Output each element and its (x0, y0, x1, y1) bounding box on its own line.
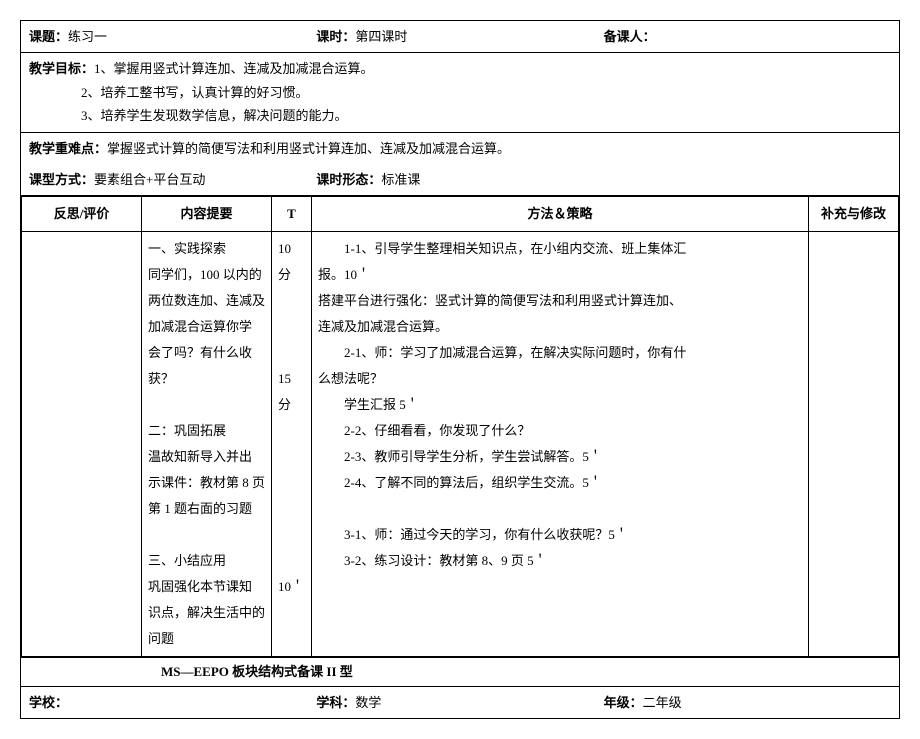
outline-s3-l3: 问题 (148, 626, 265, 652)
m2-2: 2-2、仔细看看，你发现了什么？ (318, 418, 802, 444)
form-value: 标准课 (381, 172, 420, 187)
goal-2: 2、培养工整书写，认真计算的好习惯。 (29, 81, 891, 104)
topic-label: 课题： (29, 29, 68, 44)
goals-row: 教学目标：1、掌握用竖式计算连加、连减及加减混合运算。 2、培养工整书写，认真计… (21, 53, 899, 132)
table-header-row: 反思/评价 内容提要 T 方法＆策略 补充与修改 (22, 197, 899, 232)
form-spacer (604, 168, 891, 191)
school-label: 学校： (29, 695, 68, 710)
m2-3: 2-3、教师引导学生分析，学生尝试解答。5＇ (318, 444, 802, 470)
outline-s1-l3: 加减混合运算你学 (148, 314, 265, 340)
m2-r: 学生汇报 5＇ (318, 392, 802, 418)
subject-segment: 学科：数学 (316, 691, 603, 714)
outline-s1-l1: 同学们，100 以内的 (148, 262, 265, 288)
outline-s1-l5: 获？ (148, 366, 265, 392)
outline-s1-l4: 会了吗？有什么收 (148, 340, 265, 366)
focus-label: 教学重难点： (29, 141, 107, 156)
th-t: T (272, 197, 312, 232)
th-method: 方法＆策略 (312, 197, 809, 232)
period-segment: 课时：第四课时 (316, 25, 603, 48)
mode-row: 课型方式：要素组合+平台互动 课时形态：标准课 (21, 164, 899, 196)
outline-s2-l2: 示课件：教材第 8 页 (148, 470, 265, 496)
focus-row: 教学重难点：掌握竖式计算的简便写法和利用竖式计算连加、连减及加减混合运算。 (21, 133, 899, 164)
grade-segment: 年级：二年级 (604, 691, 891, 714)
cell-supp (809, 232, 899, 657)
th-supp: 补充与修改 (809, 197, 899, 232)
lesson-plan-document: 课题：练习一 课时：第四课时 备课人： 教学目标：1、掌握用竖式计算连加、连减及… (20, 20, 900, 719)
m2-4: 2-4、了解不同的算法后，组织学生交流。5＇ (318, 470, 802, 496)
period-value: 第四课时 (355, 29, 407, 44)
form-label: 课时形态： (316, 172, 381, 187)
table-body-row: 一、实践探索 同学们，100 以内的 两位数连加、连减及 加减混合运算你学 会了… (22, 232, 899, 657)
outline-s3-title: 三、小结应用 (148, 548, 265, 574)
focus-text: 掌握竖式计算的简便写法和利用竖式计算连加、连减及加减混合运算。 (107, 141, 510, 156)
t3: 10＇ (278, 574, 305, 600)
topic-value: 练习一 (68, 29, 107, 44)
topic-segment: 课题：练习一 (29, 25, 316, 48)
cell-method: 1-1、引导学生整理相关知识点，在小组内交流、班上集体汇 报。10＇ 搭建平台进… (312, 232, 809, 657)
t2: 15 分 (278, 366, 305, 418)
m2-1b: 么想法呢？ (318, 366, 802, 392)
goal-1: 1、掌握用竖式计算连加、连减及加减混合运算。 (94, 61, 374, 76)
outline-s1-title: 一、实践探索 (148, 236, 265, 262)
main-table: 反思/评价 内容提要 T 方法＆策略 补充与修改 一、实践探索 同学们，100 … (21, 196, 899, 657)
m3-1: 3-1、师：通过今天的学习，你有什么收获呢？5＇ (318, 522, 802, 548)
grade-value: 二年级 (643, 695, 682, 710)
preparer-segment: 备课人： (604, 25, 891, 48)
t1: 10 分 (278, 236, 305, 288)
m2-1a: 2-1、师：学习了加减混合运算，在解决实际问题时，你有什 (318, 340, 802, 366)
school-segment: 学校： (29, 691, 316, 714)
m1-p1: 搭建平台进行强化：竖式计算的简便写法和利用竖式计算连加、 (318, 288, 802, 314)
footer-row: 学校： 学科：数学 年级：二年级 (21, 687, 899, 718)
header-row: 课题：练习一 课时：第四课时 备课人： (21, 21, 899, 53)
subject-value: 数学 (355, 695, 381, 710)
mode-value: 要素组合+平台互动 (94, 172, 205, 187)
preparer-label: 备课人： (604, 29, 656, 44)
form-segment: 课时形态：标准课 (316, 168, 603, 191)
goal-line-1: 教学目标：1、掌握用竖式计算连加、连减及加减混合运算。 (29, 57, 891, 80)
outline-s3-l2: 识点，解决生活中的 (148, 600, 265, 626)
mode-label: 课型方式： (29, 172, 94, 187)
outline-s3-l1: 巩固强化本节课知 (148, 574, 265, 600)
m1-p2: 连减及加减混合运算。 (318, 314, 802, 340)
outline-s2-title: 二：巩固拓展 (148, 418, 265, 444)
cell-reflect (22, 232, 142, 657)
mode-segment: 课型方式：要素组合+平台互动 (29, 168, 316, 191)
th-outline: 内容提要 (142, 197, 272, 232)
footer-title: MS—EEPO 板块结构式备课 II 型 (21, 657, 899, 686)
goal-3: 3、培养学生发现数学信息，解决问题的能力。 (29, 104, 891, 127)
grade-label: 年级： (604, 695, 643, 710)
m1-1b: 报。10＇ (318, 262, 802, 288)
subject-label: 学科： (316, 695, 355, 710)
cell-t: 10 分 15 分 10＇ (272, 232, 312, 657)
m3-2: 3-2、练习设计：教材第 8、9 页 5＇ (318, 548, 802, 574)
m1-1a: 1-1、引导学生整理相关知识点，在小组内交流、班上集体汇 (318, 236, 802, 262)
outline-s2-l1: 温故知新导入并出 (148, 444, 265, 470)
outline-s2-l3: 第 1 题右面的习题 (148, 496, 265, 522)
period-label: 课时： (316, 29, 355, 44)
outline-s1-l2: 两位数连加、连减及 (148, 288, 265, 314)
cell-outline: 一、实践探索 同学们，100 以内的 两位数连加、连减及 加减混合运算你学 会了… (142, 232, 272, 657)
th-reflect: 反思/评价 (22, 197, 142, 232)
goals-label: 教学目标： (29, 61, 94, 76)
